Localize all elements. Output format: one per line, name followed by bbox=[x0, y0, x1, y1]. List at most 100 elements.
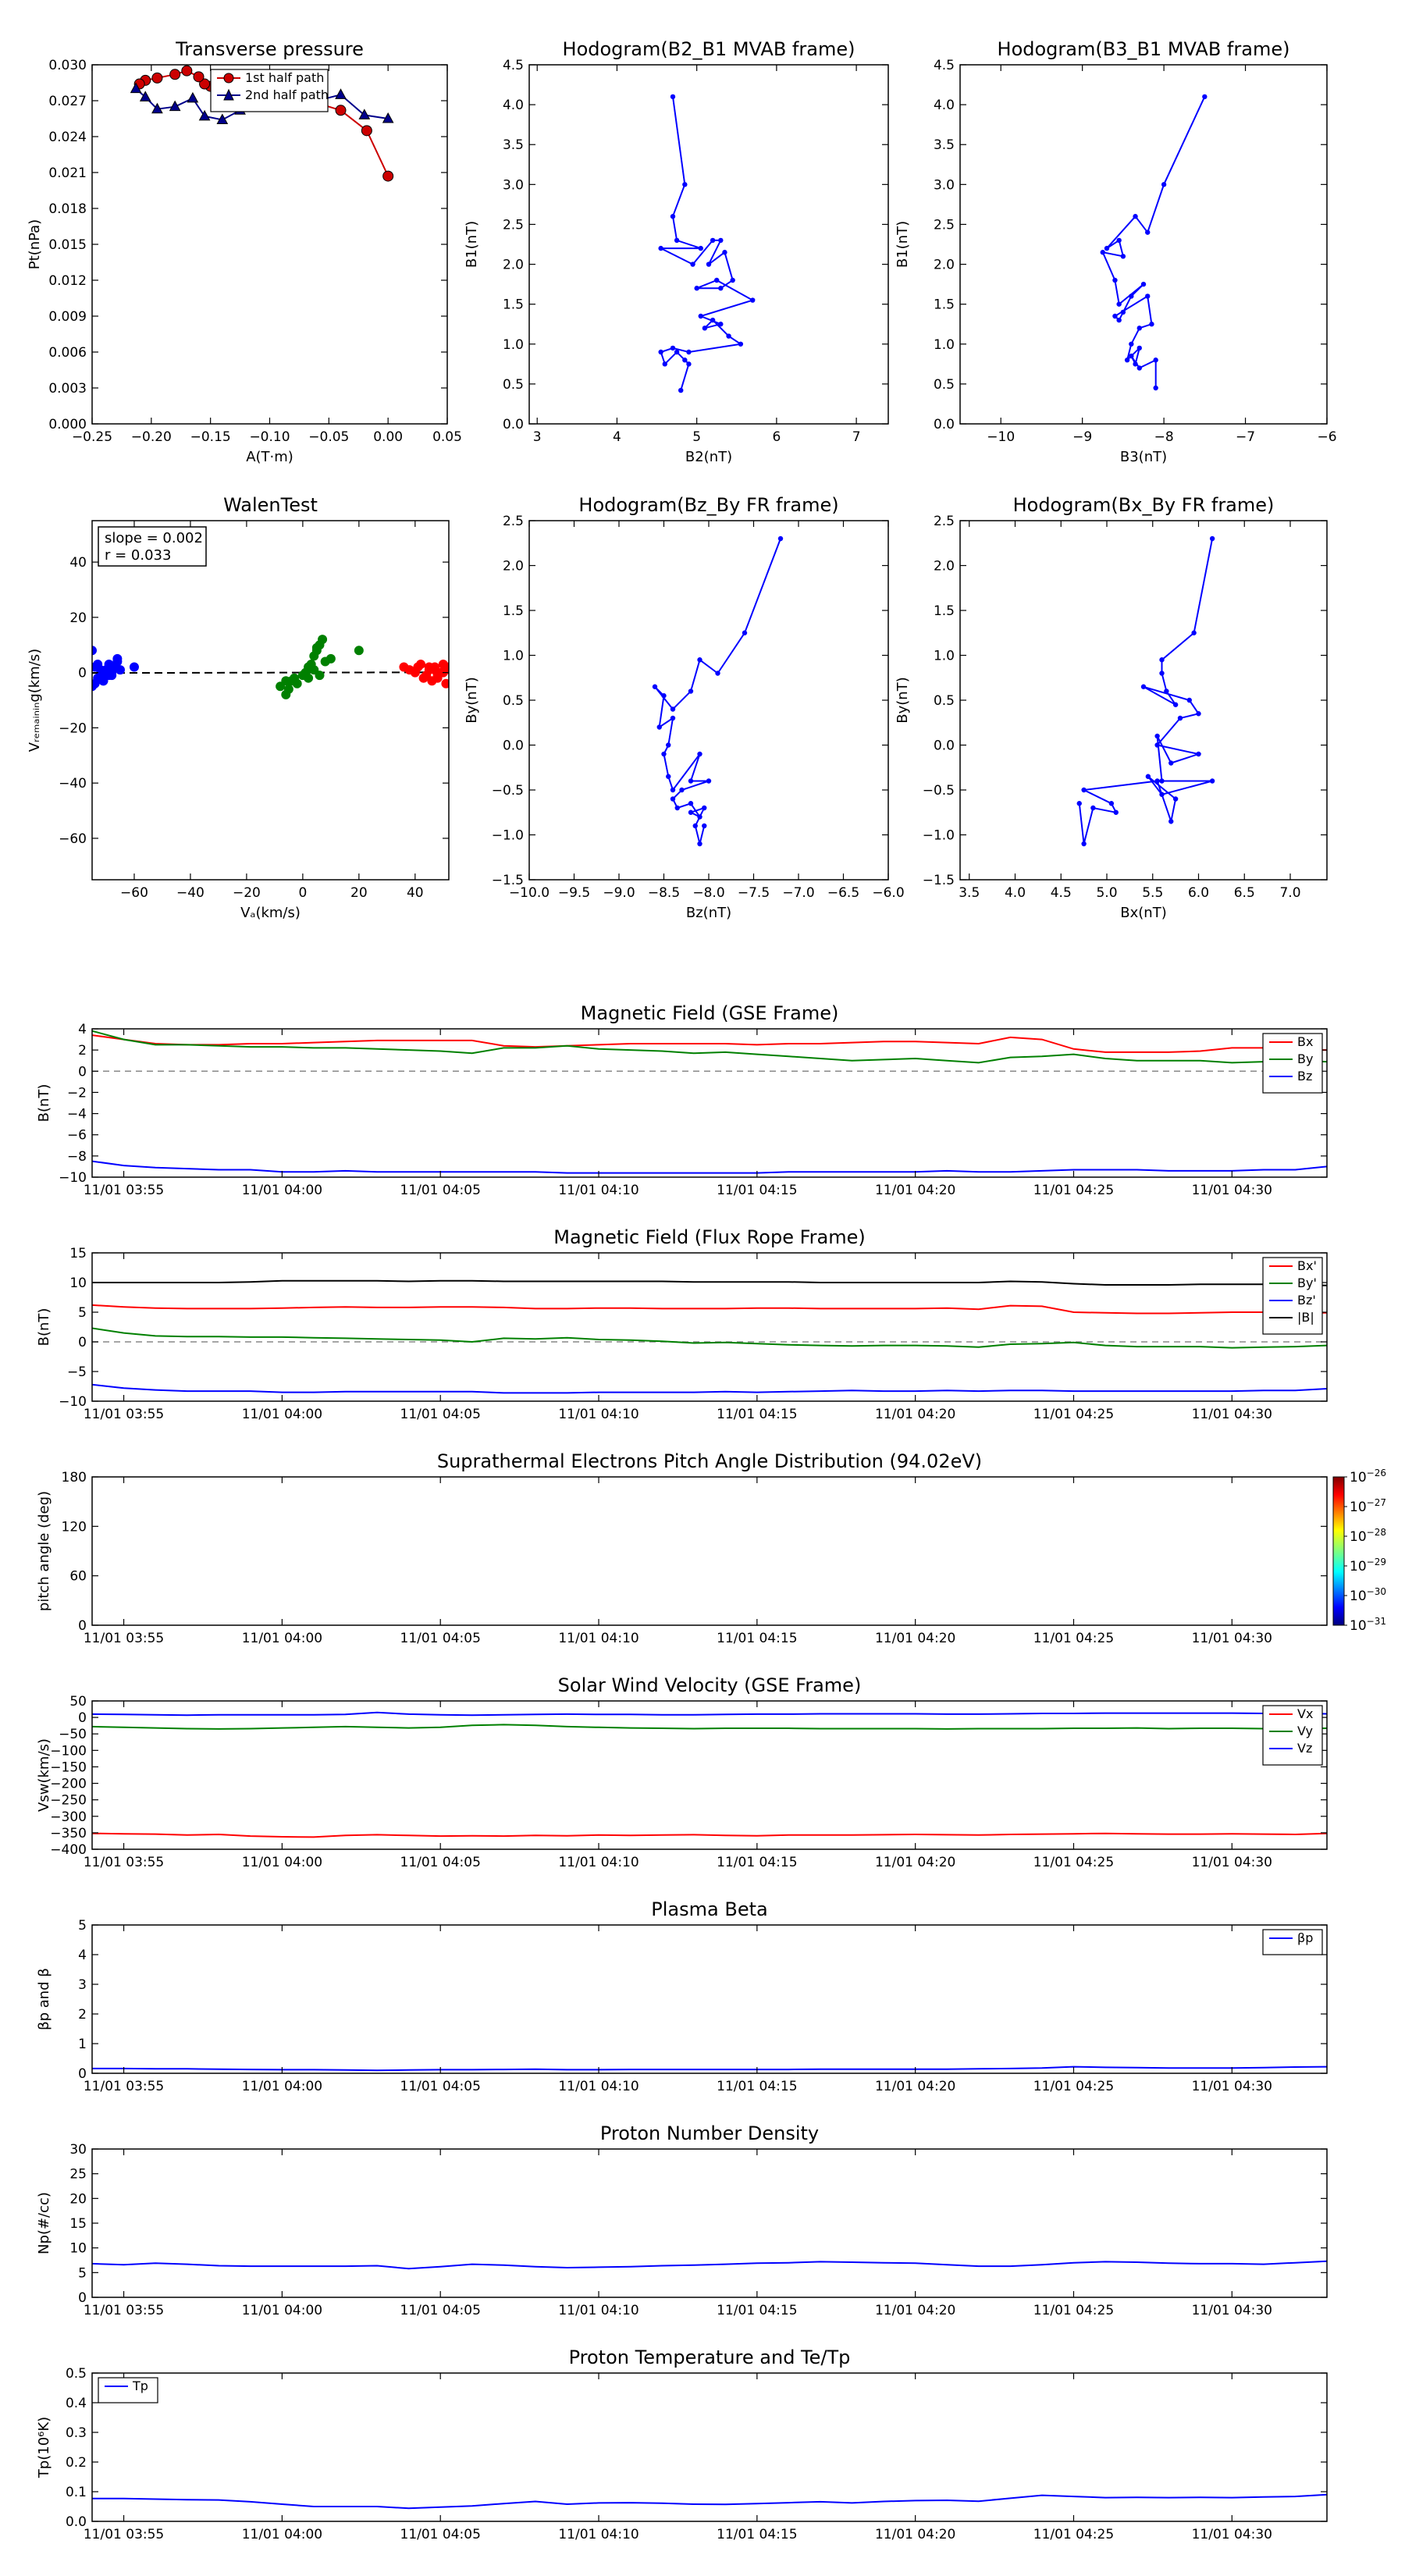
legend: Bx By Bz bbox=[1262, 1033, 1323, 1094]
y-tick-label: −200 bbox=[50, 1777, 87, 1792]
data-point bbox=[93, 660, 103, 669]
legend-label: Bz bbox=[1297, 1069, 1312, 1083]
data-point bbox=[1129, 353, 1134, 359]
y-axis-label: Np(#/cc) bbox=[36, 2192, 52, 2254]
data-point bbox=[738, 341, 744, 347]
x-tick-label: 11/01 03:55 bbox=[84, 1855, 164, 1870]
data-point bbox=[1145, 774, 1151, 779]
chart-title: Hodogram(Bx_By FR frame) bbox=[1013, 494, 1275, 516]
chart-title: Suprathermal Electrons Pitch Angle Distr… bbox=[437, 1450, 982, 1472]
data-point bbox=[777, 535, 784, 542]
series-0 bbox=[658, 94, 756, 393]
data-point bbox=[1076, 801, 1082, 806]
x-tick-label: 11/01 04:00 bbox=[242, 1631, 322, 1646]
data-point bbox=[718, 237, 724, 244]
data-point bbox=[670, 214, 676, 219]
legend: Tp bbox=[98, 2377, 158, 2403]
x-tick-label: 11/01 04:30 bbox=[1192, 2079, 1272, 2094]
y-tick-label: −5 bbox=[67, 1364, 87, 1380]
legend-label: 2nd half path bbox=[245, 87, 329, 102]
y-axis-label: Vsw(km/s) bbox=[36, 1738, 52, 1812]
data-point bbox=[1164, 688, 1169, 694]
x-tick-label: 11/01 04:25 bbox=[1033, 1631, 1114, 1646]
data-point bbox=[1159, 657, 1165, 663]
data-point bbox=[682, 182, 688, 187]
y-tick-label: 0.012 bbox=[48, 273, 87, 289]
y-tick-label: −0.5 bbox=[492, 783, 524, 799]
x-tick-label: −0.20 bbox=[131, 429, 172, 445]
series-B bbox=[92, 1279, 1327, 1286]
y-tick-label: 0 bbox=[78, 2066, 87, 2082]
x-tick-label: 11/01 04:25 bbox=[1033, 2527, 1114, 2542]
y-tick-label: 50 bbox=[69, 1694, 87, 1710]
y-tick-label: 3 bbox=[78, 1977, 87, 1993]
plot-area bbox=[92, 1279, 1327, 1394]
y-tick-label: 0.021 bbox=[48, 165, 87, 181]
y-tick-label: 0.0 bbox=[934, 738, 955, 754]
series-line bbox=[92, 2493, 1327, 2510]
data-point bbox=[674, 237, 680, 244]
x-axis-label: Bx(nT) bbox=[1120, 905, 1166, 921]
plot-frame bbox=[528, 520, 889, 881]
data-point bbox=[1133, 214, 1138, 219]
y-tick-label: 2.0 bbox=[503, 258, 524, 273]
series-Bx bbox=[92, 1304, 1327, 1315]
data-point bbox=[441, 678, 449, 688]
data-point bbox=[1196, 711, 1201, 717]
chart-pad: Suprathermal Electrons Pitch Angle Distr… bbox=[36, 1450, 1386, 1646]
x-tick-label: 11/01 04:10 bbox=[558, 1855, 638, 1870]
data-point bbox=[361, 125, 372, 137]
plot-frame bbox=[91, 520, 450, 881]
data-point bbox=[686, 349, 692, 355]
y-tick-label: 40 bbox=[69, 555, 87, 571]
legend-label: Vz bbox=[1297, 1741, 1312, 1756]
x-tick-label: 11/01 04:20 bbox=[875, 1183, 955, 1198]
x-tick-label: 11/01 04:10 bbox=[558, 1631, 638, 1646]
data-point bbox=[92, 646, 97, 656]
data-point bbox=[1191, 630, 1197, 635]
plot-area bbox=[1100, 94, 1208, 391]
chart-title: Magnetic Field (Flux Rope Frame) bbox=[553, 1226, 865, 1248]
y-tick-label: 1.0 bbox=[934, 337, 955, 353]
x-tick-label: −9.0 bbox=[603, 885, 635, 901]
x-axis-label: Vₐ(km/s) bbox=[240, 905, 301, 921]
data-point bbox=[1154, 733, 1160, 739]
legend-label: Bx' bbox=[1297, 1258, 1317, 1273]
data-point bbox=[656, 724, 662, 730]
x-tick-label: 11/01 04:20 bbox=[875, 1855, 955, 1870]
data-point bbox=[1104, 245, 1110, 251]
plot-frame bbox=[959, 64, 1328, 425]
y-tick-label: 0.030 bbox=[48, 58, 87, 73]
data-point bbox=[1153, 358, 1158, 363]
series-Bx bbox=[92, 1034, 1327, 1053]
x-tick-label: 3.5 bbox=[959, 885, 980, 901]
y-tick-label: −10 bbox=[59, 1170, 87, 1186]
series-line bbox=[92, 1711, 1327, 1717]
y-tick-label: 2.0 bbox=[934, 258, 955, 273]
x-tick-label: 11/01 04:10 bbox=[558, 1183, 638, 1198]
x-tick-label: 11/01 04:00 bbox=[242, 1855, 322, 1870]
y-tick-label: −1.5 bbox=[492, 873, 524, 888]
data-point bbox=[1172, 702, 1179, 707]
y-axis-label: Pt(nPa) bbox=[27, 219, 43, 269]
data-point bbox=[169, 100, 181, 112]
data-point bbox=[697, 657, 702, 663]
data-point bbox=[706, 778, 712, 784]
x-tick-label: 0 bbox=[298, 885, 307, 901]
chart-title: Hodogram(B3_B1 MVAB frame) bbox=[998, 38, 1290, 60]
x-tick-label: 11/01 04:15 bbox=[717, 1183, 797, 1198]
x-tick-label: −10 bbox=[987, 429, 1015, 445]
annotation-box bbox=[98, 526, 207, 567]
x-tick-label: 11/01 04:20 bbox=[875, 1407, 955, 1422]
data-point bbox=[726, 333, 731, 339]
data-point bbox=[283, 684, 293, 694]
y-axis-label: B(nT) bbox=[36, 1084, 52, 1123]
data-point bbox=[666, 742, 671, 748]
x-tick-label: 11/01 04:00 bbox=[242, 1183, 322, 1198]
x-tick-label: 11/01 04:10 bbox=[558, 2527, 638, 2542]
data-point bbox=[354, 646, 364, 656]
data-point bbox=[1129, 341, 1134, 347]
y-tick-label: 4 bbox=[78, 1022, 87, 1037]
data-point bbox=[718, 322, 724, 327]
data-point bbox=[1196, 751, 1201, 757]
